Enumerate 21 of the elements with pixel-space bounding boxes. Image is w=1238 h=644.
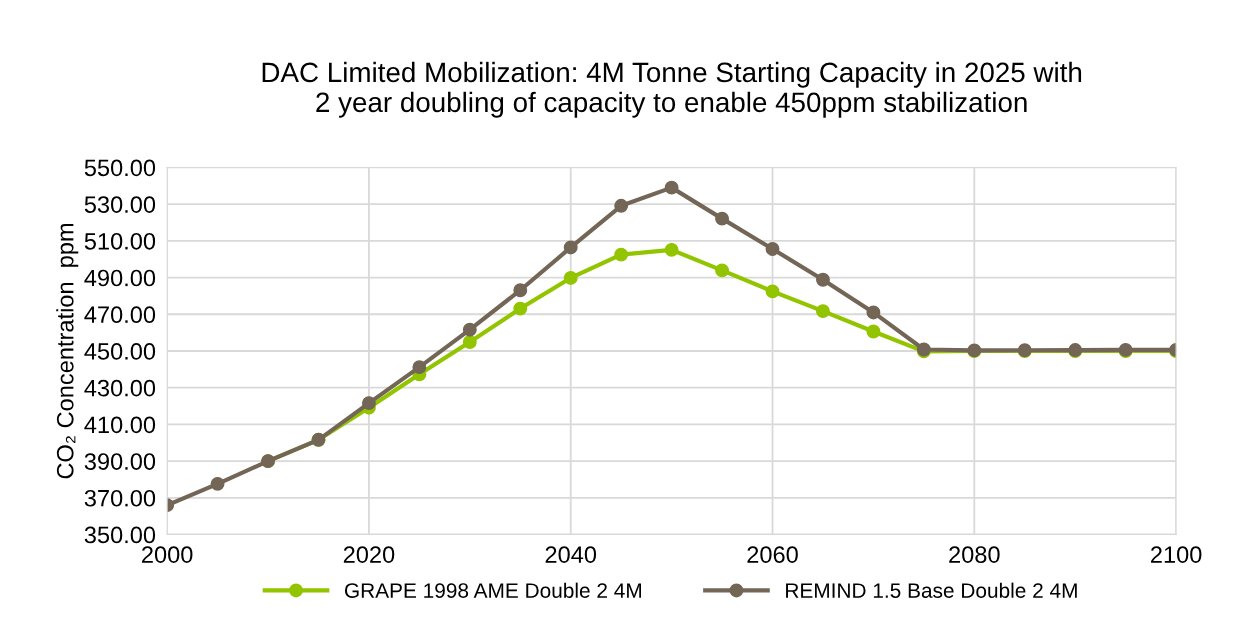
y-tick-label: 390.00: [84, 453, 156, 470]
y-tick-label: 450.00: [84, 343, 156, 360]
y-tick-label: 410.00: [84, 416, 156, 434]
y-tick-label: 370.00: [84, 489, 156, 507]
y-axis-title: CO₂ Concentration ppm: [56, 223, 79, 479]
y-tick-label: 510.00: [84, 232, 156, 250]
x-tick-label: 2080: [949, 546, 1000, 563]
legend-label: REMIND 1.5 Base Double 2 4M: [786, 582, 1077, 598]
x-tick-label: 2100: [1151, 546, 1202, 563]
y-tick-label: 550.00: [84, 159, 156, 177]
y-tick-label: 470.00: [84, 306, 156, 324]
chart-title: DAC Limited Mobilization: 4M Tonne Starting Capacity in 2025 with 2 year doubling of capacity to enable 450ppm stabilization: [262, 61, 1082, 118]
x-tick-label: 2040: [545, 546, 597, 563]
x-tick-label: 2000: [142, 546, 193, 563]
x-tick-label: 2020: [343, 546, 395, 563]
y-tick-label: 490.00: [84, 269, 156, 287]
y-tick-label: 430.00: [84, 379, 156, 397]
y-tick-label: 350.00: [84, 526, 156, 544]
legend-label: GRAPE 1998 AME Double 2 4M: [344, 582, 641, 598]
y-tick-label: 530.00: [84, 196, 156, 213]
x-tick-label: 2060: [747, 546, 798, 563]
